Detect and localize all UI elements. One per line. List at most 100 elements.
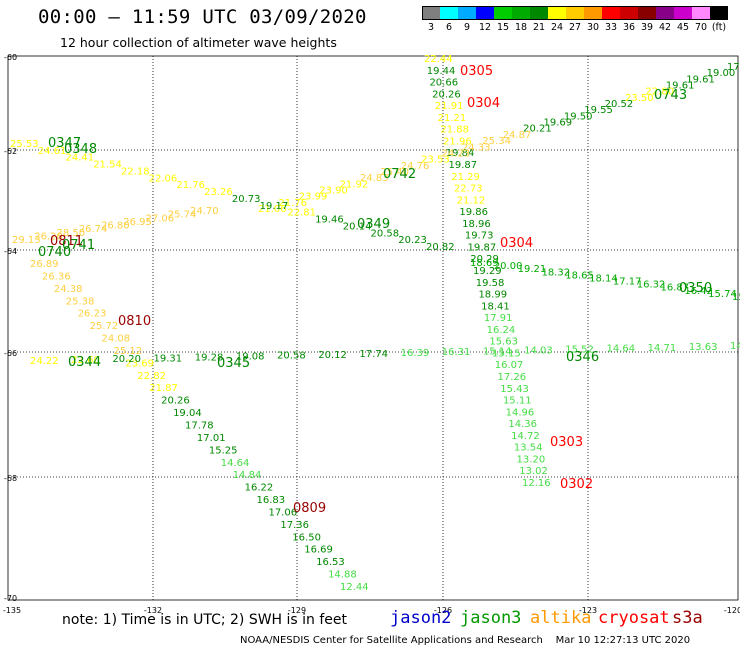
lon-label: -135 <box>3 606 21 615</box>
track-value-0743: 25.34 <box>482 136 511 147</box>
track-value-0344: 16.39 <box>401 348 430 359</box>
track-value-0344: 20.58 <box>277 351 306 362</box>
lat-label: -66 <box>4 349 17 358</box>
track-value-0305: 14.96 <box>506 407 535 418</box>
track-value-0810: 15.25 <box>209 445 238 456</box>
track-label-0345: 0345 <box>217 356 250 371</box>
track-value-0743: 24.33 <box>462 142 491 153</box>
track-value-0347: 24.61 <box>38 146 67 157</box>
track-value-0305: 21.91 <box>435 101 464 112</box>
track-value-0350: 18.14 <box>589 273 618 284</box>
track-value-0810: 25.38 <box>66 296 95 307</box>
track-value-0350: 19.21 <box>518 264 547 275</box>
lon-label: -123 <box>579 606 597 615</box>
track-value-0810: 17.36 <box>280 520 309 531</box>
color-scale-cell <box>512 6 530 20</box>
track-value-0810: 16.69 <box>304 545 333 556</box>
track-value-0305: 19.84 <box>446 148 475 159</box>
track-value-0810: 17.01 <box>197 433 226 444</box>
track-value-0810: 25.72 <box>90 321 119 332</box>
track-value-0305: 18.96 <box>462 219 491 230</box>
track-value-0810: 17.06 <box>268 507 297 518</box>
track-value-0344: 20.20 <box>112 354 141 365</box>
track-value-0305: 21.96 <box>443 136 472 147</box>
legend-s3a: s3a <box>672 608 703 628</box>
track-value-0305: 21.29 <box>451 172 480 183</box>
track-value-0810: 12.44 <box>340 582 369 593</box>
track-value-0305: 15.11 <box>503 396 532 407</box>
track-value-0350: 20.00 <box>494 261 523 272</box>
lat-label: -60 <box>4 53 17 62</box>
track-label-0741: 0741 <box>62 238 95 253</box>
color-scale-cell <box>548 6 566 20</box>
track-label-0350: 0350 <box>679 281 712 296</box>
track-value-0810: 16.22 <box>245 483 274 494</box>
track-value-0347: 20.73 <box>232 194 261 205</box>
color-scale-tick: 70 <box>694 22 708 33</box>
color-scale-cell <box>710 6 728 20</box>
track-value-0743: 19.00 <box>707 68 736 79</box>
track-value-0743: 20.52 <box>605 99 634 110</box>
track-value-0810: 16.53 <box>316 557 345 568</box>
track-value-0344: 20.12 <box>318 350 347 361</box>
lon-label: -120 <box>724 606 740 615</box>
track-value-0344: 14.64 <box>606 344 635 355</box>
track-value-0305: 19.73 <box>465 231 494 242</box>
color-scale-tick: 45 <box>676 22 690 33</box>
track-value-0305: 17.26 <box>498 372 527 383</box>
track-value-0810: 22.82 <box>137 371 166 382</box>
color-scale-cell <box>692 6 710 20</box>
color-scale-tick: 3 <box>427 22 435 33</box>
color-scale-tick: 18 <box>514 22 528 33</box>
lon-label: -129 <box>288 606 306 615</box>
color-scale-tick: 15 <box>496 22 510 33</box>
color-scale-cell <box>440 6 458 20</box>
track-value-0344: 19.31 <box>154 353 183 364</box>
track-value-0305: 14.72 <box>511 431 540 442</box>
track-value-0811: 25.74 <box>168 210 197 221</box>
track-value-0305: 21.21 <box>438 113 467 124</box>
track-label-0304: 0304 <box>467 96 500 111</box>
color-scale-tick: 42 <box>658 22 672 33</box>
track-label-0810: 0810 <box>118 314 151 329</box>
track-value-0305: 19.44 <box>427 66 456 77</box>
legend-cryosat: cryosat <box>598 608 670 628</box>
track-label-0303: 0303 <box>550 435 583 450</box>
credit-footer: NOAA/NESDIS Center for Satellite Applica… <box>240 635 690 646</box>
track-value-0305: 19.87 <box>449 160 478 171</box>
track-label-0811: 0811 <box>50 234 83 249</box>
track-value-0810: 14.84 <box>233 470 262 481</box>
color-scale-tick: 36 <box>622 22 636 33</box>
track-value-0743: 24.23 <box>442 148 471 159</box>
color-scale-cell <box>674 6 692 20</box>
track-value-0810: 16.50 <box>292 532 321 543</box>
track-value-0344: 17.74 <box>359 349 388 360</box>
lat-label: -64 <box>4 247 17 256</box>
color-scale-cell <box>458 6 476 20</box>
track-value-0305: 22.73 <box>454 184 483 195</box>
color-scale-tick: (ft) <box>711 22 727 33</box>
color-scale-cell <box>476 6 494 20</box>
track-value-0305: 18.99 <box>478 290 507 301</box>
lat-label: -68 <box>4 474 17 483</box>
color-scale-cell <box>620 6 638 20</box>
track-value-0350: 16.87 <box>661 283 690 294</box>
track-value-0305: 13.20 <box>517 454 546 465</box>
track-value-0347: 21.54 <box>93 160 122 171</box>
track-value-0347: 22.81 <box>287 208 316 219</box>
legend-altika: altika <box>530 608 592 628</box>
track-value-0743: 19.69 <box>543 118 572 129</box>
track-value-0347: 22.06 <box>149 173 178 184</box>
lat-label: -62 <box>4 147 17 156</box>
track-value-0350: 18.65 <box>565 270 594 281</box>
track-value-0810: 17.78 <box>185 421 214 432</box>
track-value-0344: 24.22 <box>30 356 59 367</box>
track-value-0305: 13.02 <box>519 466 548 477</box>
legend-jason2: jason2 <box>390 608 452 628</box>
track-value-0344: 13.63 <box>689 342 718 353</box>
credit-text: NOAA/NESDIS Center for Satellite Applica… <box>240 635 543 646</box>
track-value-0811: 26.95 <box>123 217 152 228</box>
track-value-0350: 17.17 <box>613 277 642 288</box>
track-value-0305: 19.87 <box>468 242 497 253</box>
